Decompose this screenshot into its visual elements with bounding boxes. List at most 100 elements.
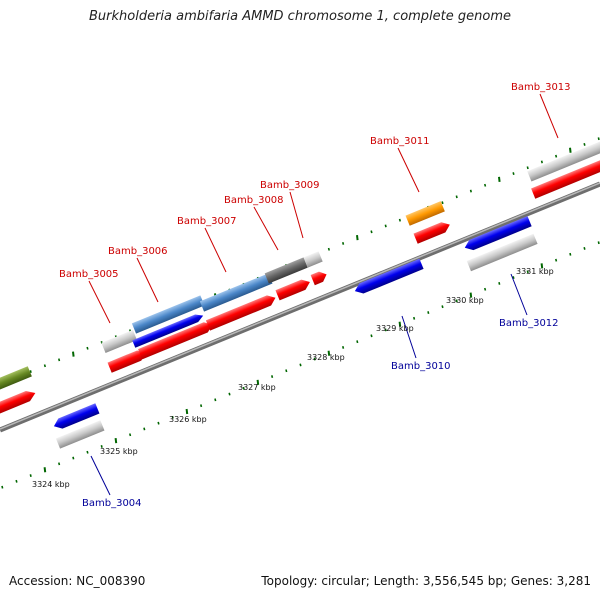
feature-blue-3012 — [464, 216, 532, 251]
feature-blue-3006 — [132, 314, 204, 348]
gene-label-bamb-3005: Bamb_3005 — [59, 269, 119, 280]
feature-red-3005 — [107, 350, 146, 373]
feature-olive — [0, 366, 32, 400]
chromosome-backbone — [0, 181, 600, 433]
feature-gray-3005 — [101, 329, 138, 354]
genome-summary-text: Topology: circular; Length: 3,556,545 bp… — [261, 574, 591, 588]
scale-tick — [441, 201, 444, 205]
scale-tick — [72, 456, 75, 460]
gene-label-bamb-3010: Bamb_3010 — [391, 361, 451, 372]
scale-tick — [43, 364, 46, 368]
feature-red-edge — [0, 390, 36, 424]
scale-tick — [15, 479, 18, 483]
scale-tick — [1, 485, 4, 489]
scale-label: 3324 kbp — [32, 480, 70, 489]
scale-label: 3331 kbp — [516, 267, 554, 276]
scale-tick — [441, 305, 444, 309]
scale-label: 3329 kbp — [376, 324, 414, 333]
scale-tick — [129, 433, 132, 437]
scale-tick — [569, 147, 572, 153]
scale-label: 3326 kbp — [169, 415, 207, 424]
scale-tick — [597, 137, 600, 141]
scale-tick — [455, 195, 458, 199]
scale-tick — [43, 467, 47, 473]
scale-tick — [171, 415, 174, 419]
scale-tick — [86, 346, 89, 350]
feature-gray-3013 — [527, 139, 600, 182]
feature-red-3011 — [413, 222, 450, 244]
scale-tick — [242, 386, 245, 390]
scale-tick — [114, 437, 118, 444]
feature-gray-3004 — [55, 420, 105, 449]
feature-blue-3004 — [53, 403, 100, 429]
leader-3012 — [510, 273, 528, 316]
scale-tick — [58, 358, 61, 362]
scale-tick — [484, 183, 487, 187]
scale-tick — [157, 421, 160, 425]
feature-steel-3006 — [131, 295, 205, 334]
scale-tick — [469, 292, 473, 298]
feature-red-3007 — [205, 295, 276, 331]
leader-3010 — [401, 315, 417, 359]
leader-lines — [88, 93, 559, 496]
scale-tick — [484, 287, 487, 291]
feature-gray-3012 — [466, 233, 538, 272]
scale-tick — [271, 375, 274, 378]
scale-tick — [526, 270, 529, 274]
scale-tick — [583, 247, 586, 250]
scale-tick — [100, 445, 103, 448]
scale-tick — [58, 462, 61, 466]
scale-tick — [29, 474, 32, 477]
scale-tick — [327, 350, 331, 356]
scale-tick — [143, 427, 146, 431]
scale-tick — [256, 379, 260, 386]
scale-tick — [555, 258, 558, 262]
scale-tick — [72, 351, 75, 357]
scale-tick — [398, 321, 402, 327]
feature-orange-3011 — [405, 201, 445, 226]
reverse-gene-labels: Bamb_3004 Bamb_3010 Bamb_3012 — [82, 318, 559, 509]
scale-label: 3327 kbp — [238, 383, 276, 392]
leader-3013 — [539, 93, 559, 139]
scale-tick — [569, 252, 572, 256]
leader-3011 — [397, 147, 420, 193]
scale-tick — [413, 316, 416, 320]
scale-tick — [356, 340, 359, 344]
gene-label-bamb-3012: Bamb_3012 — [499, 318, 559, 329]
scale-tick — [540, 160, 543, 164]
leader-3006 — [136, 257, 159, 303]
scale-tick — [512, 276, 515, 279]
scale-tick — [512, 172, 515, 175]
feature-red-3009 — [310, 271, 327, 286]
scale-labels: 3324 kbp 3325 kbp 3326 kbp 3327 kbp 3328… — [32, 267, 554, 489]
gene-label-bamb-3004: Bamb_3004 — [82, 498, 142, 509]
gene-label-bamb-3009: Bamb_3009 — [260, 180, 320, 191]
scale-tick — [455, 299, 458, 303]
scale-label: 3330 kbp — [446, 296, 484, 305]
scale-tick — [498, 176, 501, 183]
leader-3008 — [253, 206, 279, 251]
scale-tick — [597, 241, 600, 245]
scale-tick — [498, 282, 501, 285]
feature-red-3008 — [275, 279, 310, 301]
forward-gene-labels: Bamb_3005 Bamb_3006 Bamb_3007 Bamb_3008 … — [59, 82, 571, 280]
scale-tick — [327, 247, 330, 251]
scale-tick — [313, 357, 316, 361]
scale-tick — [384, 224, 387, 228]
gene-label-bamb-3006: Bamb_3006 — [108, 246, 168, 257]
map-title: Burkholderia ambifaria AMMD chromosome 1… — [88, 9, 512, 24]
scale-tick — [29, 370, 32, 373]
scale-tick — [526, 166, 529, 170]
scale-tick — [555, 154, 558, 158]
scale-tick — [583, 143, 586, 146]
leader-3005 — [88, 280, 111, 324]
scale-tick — [214, 398, 217, 402]
scale-tick — [285, 369, 288, 373]
feature-gray-3009 — [303, 251, 323, 268]
scale-label: 3328 kbp — [307, 353, 345, 362]
gene-label-bamb-3008: Bamb_3008 — [224, 195, 284, 206]
scale-tick — [200, 404, 203, 408]
scale-tick — [342, 242, 345, 245]
gene-label-bamb-3013: Bamb_3013 — [511, 82, 571, 93]
